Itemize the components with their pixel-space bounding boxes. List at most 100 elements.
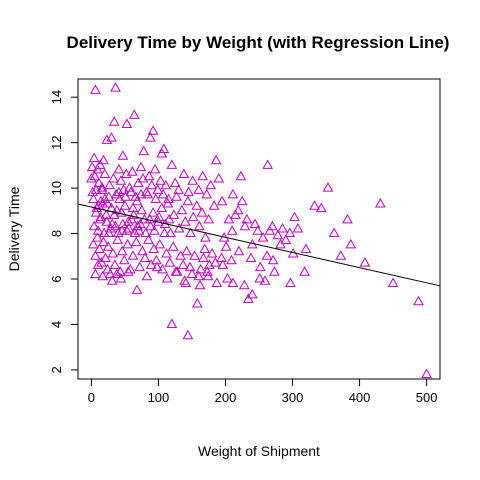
data-point-259 — [292, 222, 304, 233]
regression-line-group — [77, 203, 441, 287]
data-point-96 — [165, 227, 176, 237]
data-point-89 — [145, 220, 156, 231]
data-point-90 — [147, 207, 159, 217]
data-point-38 — [300, 243, 312, 253]
chart-title: Delivery Time by Weight (with Regression… — [67, 33, 450, 52]
data-point-57 — [202, 266, 213, 276]
data-point-204 — [140, 227, 152, 237]
data-point-211 — [88, 152, 100, 162]
data-point-22 — [309, 200, 320, 210]
data-point-239 — [141, 270, 153, 281]
data-point-5 — [145, 132, 156, 142]
data-point-198 — [112, 227, 124, 237]
data-point-186 — [189, 250, 200, 260]
data-point-155 — [98, 236, 109, 247]
data-point-102 — [182, 195, 194, 206]
data-point-258 — [280, 234, 292, 244]
data-point-100 — [176, 204, 188, 215]
data-point-9 — [156, 147, 168, 158]
data-point-230 — [90, 268, 101, 278]
y-tick-label: 4 — [49, 321, 64, 328]
data-point-15 — [210, 154, 222, 165]
data-point-229 — [135, 188, 147, 199]
data-point-241 — [161, 272, 173, 283]
data-point-10 — [101, 134, 113, 144]
data-point-247 — [211, 277, 223, 287]
x-tick-label: 100 — [148, 390, 170, 405]
data-point-232 — [97, 270, 109, 281]
data-point-98 — [171, 191, 182, 201]
data-points — [86, 82, 432, 378]
data-point-215 — [88, 193, 99, 203]
data-point-16 — [213, 172, 225, 183]
data-point-164 — [118, 254, 130, 265]
data-point-139 — [163, 193, 174, 203]
x-tick-label: 300 — [282, 390, 304, 405]
data-point-253 — [239, 220, 251, 231]
data-point-4 — [108, 116, 120, 126]
data-point-19 — [322, 182, 334, 192]
data-point-129 — [135, 161, 147, 172]
data-point-116 — [99, 168, 111, 178]
data-point-248 — [216, 252, 227, 262]
data-point-107 — [196, 207, 208, 217]
data-point-8 — [166, 159, 178, 169]
data-point-240 — [151, 261, 163, 272]
data-point-201 — [126, 213, 137, 224]
data-point-65 — [345, 238, 357, 249]
data-point-254 — [249, 218, 261, 228]
y-tick-label: 2 — [49, 366, 64, 373]
data-point-246 — [202, 270, 214, 281]
data-point-23 — [289, 211, 300, 222]
data-point-140 — [169, 177, 181, 187]
data-point-245 — [194, 279, 206, 290]
data-point-195 — [101, 216, 113, 226]
data-point-235 — [111, 268, 123, 278]
data-point-61 — [233, 245, 245, 256]
data-point-85 — [133, 225, 145, 235]
y-axis: 2 4 6 8 10 12 14 — [49, 90, 79, 374]
data-point-60 — [226, 254, 237, 265]
data-point-147 — [201, 188, 213, 199]
data-point-178 — [161, 247, 172, 258]
data-point-238 — [131, 284, 143, 294]
data-point-75 — [103, 191, 115, 201]
data-point-119 — [108, 172, 119, 183]
data-point-236 — [115, 272, 127, 283]
data-point-135 — [152, 184, 164, 194]
data-point-79 — [116, 207, 127, 217]
data-point-190 — [88, 220, 100, 231]
data-point-92 — [153, 211, 165, 222]
data-point-108 — [200, 232, 211, 242]
x-axis: 0 100 200 300 400 500 — [88, 378, 438, 405]
data-point-28 — [241, 213, 253, 224]
data-point-125 — [124, 182, 135, 192]
data-point-213 — [94, 159, 106, 169]
data-point-174 — [148, 243, 160, 253]
data-point-187 — [195, 263, 207, 274]
data-point-115 — [96, 184, 108, 194]
data-point-175 — [151, 254, 162, 265]
data-point-152 — [92, 232, 103, 242]
data-point-0 — [90, 84, 101, 94]
data-point-173 — [145, 259, 157, 269]
x-tick-label: 200 — [215, 390, 237, 405]
data-point-50 — [210, 257, 221, 267]
data-point-203 — [134, 218, 146, 228]
data-point-225 — [120, 191, 131, 201]
data-point-168 — [130, 236, 142, 247]
data-point-101 — [179, 216, 191, 226]
data-point-158 — [104, 268, 116, 278]
data-point-257 — [272, 229, 284, 240]
data-point-136 — [155, 175, 166, 185]
data-point-172 — [143, 234, 154, 244]
y-tick-label: 10 — [49, 181, 64, 195]
data-point-11 — [106, 132, 117, 142]
data-point-197 — [108, 209, 120, 219]
data-point-66 — [328, 227, 340, 237]
data-point-54 — [166, 318, 178, 328]
x-tick-label: 500 — [416, 390, 438, 405]
regression-line — [77, 203, 441, 287]
x-tick-label: 400 — [349, 390, 371, 405]
data-point-146 — [197, 170, 209, 181]
